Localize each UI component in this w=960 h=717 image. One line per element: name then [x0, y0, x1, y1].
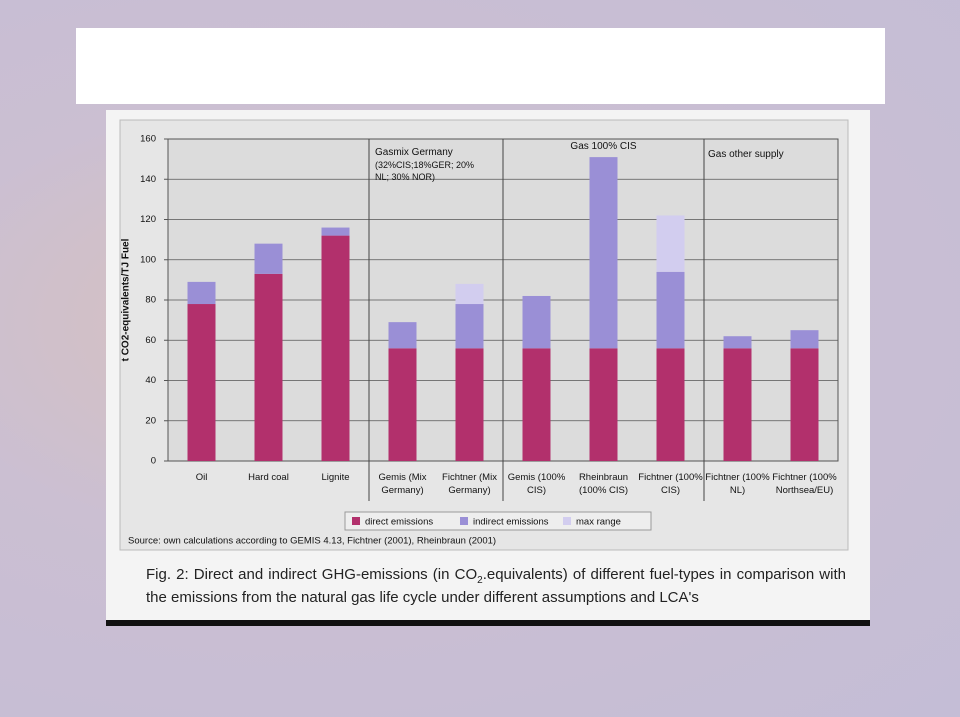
caption-part: .equivalents) of different fuel-types in…	[146, 566, 846, 606]
legend-label: indirect emissions	[473, 517, 549, 528]
x-tick-label: Hard coal	[248, 472, 289, 483]
caption: Fig. 2: Direct and indirect GHG-emission…	[146, 566, 846, 606]
x-tick-label-box: Hard coal	[248, 472, 289, 483]
caption-box: Fig. 2: Direct and indirect GHG-emission…	[146, 566, 846, 606]
legend-label: direct emissions	[365, 517, 433, 528]
x-tick-label-box: Lignite	[321, 472, 350, 483]
bar-segment	[522, 348, 551, 461]
x-tick-label: Gemis (Mix Germany)	[378, 472, 427, 496]
y-axis-label: t CO2-equivalents/TJ Fuel	[121, 238, 132, 361]
annotation-box: Gas 100% CIS	[570, 141, 637, 152]
bar-segment	[254, 273, 283, 461]
y-tick-label: 60	[145, 335, 156, 346]
y-tick-label: 160	[140, 134, 156, 145]
y-tick-label: 100	[140, 254, 156, 265]
x-tick-label: Fichtner (100% Northsea/EU)	[772, 472, 837, 496]
annotation: Gasmix Germany	[375, 147, 453, 158]
x-tick-label: Fichtner (100% CIS)	[638, 472, 703, 496]
y-tick-label: 40	[145, 375, 156, 386]
x-tick-label: Fichtner (Mix Germany)	[442, 472, 497, 496]
x-tick-label-box: Fichtner (Mix Germany)	[442, 472, 497, 496]
bar-segment	[455, 283, 484, 305]
title-box	[76, 28, 885, 104]
y-tick-label: 80	[145, 295, 156, 306]
bar-segment	[187, 281, 216, 305]
bar-segment	[522, 295, 551, 349]
x-tick-label: Gemis (100% CIS)	[507, 472, 566, 496]
annotation-box: (32%CIS;18%GER; 20% NL; 30% NOR)	[375, 160, 475, 182]
x-tick-label-box: Rheinbraun (100% CIS)	[578, 472, 629, 496]
bar-segment	[455, 304, 484, 349]
caption-part: 2	[477, 575, 483, 586]
x-tick-label-box: Fichtner (100% NL)	[705, 472, 770, 496]
y-tick-label: 20	[145, 415, 156, 426]
annotation: Gas other supply	[708, 149, 784, 160]
y-tick-label: 0	[151, 456, 156, 467]
bar-segment	[187, 304, 216, 461]
annotation-box: Gas other supply	[708, 149, 784, 160]
bar-segment	[388, 348, 417, 461]
bar-segment	[656, 215, 685, 272]
bar-segment	[321, 227, 350, 236]
bar-segment	[589, 157, 618, 349]
bar-segment	[790, 348, 819, 461]
bar-segment	[388, 322, 417, 349]
x-tick-label-box: Fichtner (100% CIS)	[638, 472, 703, 496]
annotation-box: Gasmix Germany	[375, 147, 453, 158]
bar-segment	[589, 348, 618, 461]
bottom-rule	[106, 620, 870, 626]
x-tick-label-box: Gemis (Mix Germany)	[378, 472, 427, 496]
x-tick-label: Rheinbraun (100% CIS)	[578, 472, 629, 496]
annotation: (32%CIS;18%GER; 20% NL; 30% NOR)	[375, 160, 475, 182]
caption-part: Fig. 2: Direct and indirect GHG-emission…	[146, 566, 478, 583]
bar-segment	[321, 235, 350, 461]
legend-swatch	[352, 517, 360, 525]
source-note: Source: own calculations according to GE…	[128, 536, 496, 547]
bar-segment	[723, 336, 752, 349]
x-tick-label-box: Gemis (100% CIS)	[507, 472, 566, 496]
bar-segment	[656, 348, 685, 461]
y-tick-label: 140	[140, 174, 156, 185]
x-tick-label-box: Oil	[195, 472, 208, 483]
annotation: Gas 100% CIS	[570, 141, 637, 152]
bar-segment	[723, 348, 752, 461]
bar-segment	[254, 243, 283, 274]
x-tick-label: Fichtner (100% NL)	[705, 472, 770, 496]
x-tick-label: Lignite	[321, 472, 350, 483]
legend-swatch	[460, 517, 468, 525]
y-tick-label: 120	[140, 214, 156, 225]
legend-box	[344, 511, 652, 531]
x-tick-label-box: Fichtner (100% Northsea/EU)	[772, 472, 837, 496]
x-tick-label: Oil	[195, 472, 208, 483]
legend-label: max range	[576, 517, 621, 528]
bar-segment	[790, 330, 819, 349]
bar-segment	[656, 271, 685, 349]
legend-swatch	[563, 517, 571, 525]
bar-segment	[455, 348, 484, 461]
